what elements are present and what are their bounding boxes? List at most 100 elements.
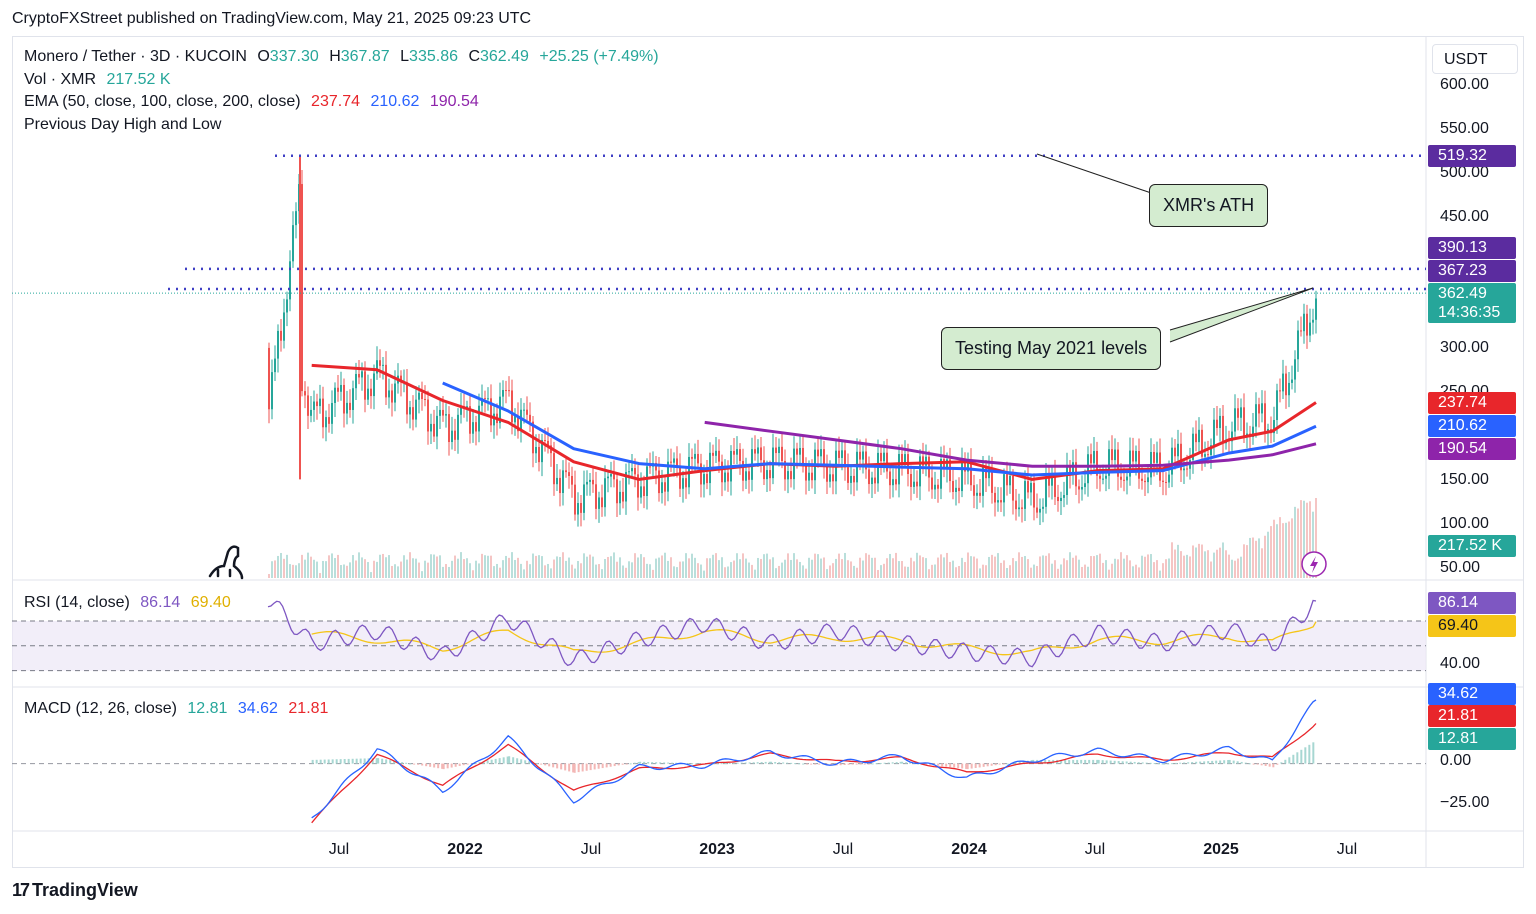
macd-hist-bar — [974, 763, 977, 768]
candle-body — [904, 454, 906, 463]
volume-bar — [646, 563, 648, 578]
macd-hist-bar — [1292, 754, 1295, 764]
macd-hist-bar — [536, 763, 539, 765]
macd-hist-bar — [572, 763, 575, 773]
volume-bar — [424, 560, 426, 578]
brand-name: TradingView — [32, 880, 138, 900]
candle-body — [487, 398, 489, 400]
price-tick: 50.00 — [1440, 559, 1481, 576]
candle-body — [670, 461, 672, 463]
macd-hist-bar — [859, 763, 862, 765]
candle-body — [394, 383, 396, 403]
volume-bar — [1126, 555, 1128, 578]
candle-body — [760, 447, 762, 461]
macd-hist-bar — [994, 763, 997, 766]
volume-bar — [1300, 500, 1302, 578]
candle-body — [823, 449, 825, 466]
volume-bar — [1222, 542, 1224, 578]
candle-body — [829, 474, 831, 482]
volume-bar — [937, 557, 939, 578]
candle-body — [643, 486, 645, 497]
candle-body — [589, 479, 591, 482]
macd-hist-bar — [1048, 759, 1051, 764]
candle-body — [1156, 452, 1158, 463]
volume-bar — [1186, 554, 1188, 578]
macd-hist-bar — [1232, 760, 1235, 764]
volume-bar — [721, 557, 723, 578]
candle-body — [628, 471, 630, 473]
candle-body — [754, 449, 756, 454]
candle-body — [307, 395, 309, 416]
candle-body — [796, 448, 798, 455]
volume-bar — [580, 563, 582, 578]
candle-body — [664, 482, 666, 492]
candle-body — [610, 473, 612, 477]
high-value: 367.87 — [340, 48, 390, 65]
macd-hist-bar — [978, 763, 981, 768]
candle-body — [940, 458, 942, 489]
candle-body — [544, 440, 546, 442]
volume-bar — [382, 553, 384, 578]
candle-body — [334, 387, 336, 403]
macd-hist-bar — [573, 763, 576, 773]
macd-hist-bar — [1199, 761, 1202, 764]
macd-hist-bar — [798, 763, 801, 765]
volume-bar — [757, 557, 759, 578]
volume-bar — [400, 561, 402, 578]
candle-body — [703, 474, 705, 485]
candle-body — [1096, 450, 1098, 476]
volume-bar — [1087, 566, 1089, 578]
macd-hist-bar — [1084, 759, 1087, 764]
ema100-line — [442, 381, 1317, 477]
macd-hist-bar — [671, 762, 674, 764]
testing-callout[interactable]: Testing May 2021 levels — [941, 327, 1162, 370]
volume-bar — [832, 563, 834, 578]
volume-bar — [385, 557, 387, 578]
volume-bar — [271, 561, 273, 578]
volume-bar — [1075, 555, 1077, 578]
currency-selector[interactable]: USDT — [1432, 44, 1518, 74]
volume-bar — [619, 557, 621, 578]
macd-hist-bar — [647, 761, 650, 764]
candle-body — [1264, 403, 1266, 433]
macd-hist-bar — [998, 763, 1001, 765]
volume-bar — [805, 568, 807, 578]
volume-bar — [1150, 554, 1152, 578]
candle-body — [1090, 454, 1092, 464]
candle-body — [1255, 404, 1257, 427]
macd-hist-bar — [732, 762, 735, 764]
candle-body — [1042, 506, 1044, 509]
candle-body — [901, 454, 903, 463]
volume-bar — [961, 557, 963, 578]
change-value: +25.25 (+7.49%) — [539, 48, 659, 65]
candle-body — [424, 398, 426, 400]
tradingview-brand[interactable]: 17 TradingView — [12, 880, 138, 901]
volume-bar — [436, 556, 438, 578]
macd-hist-bar — [695, 763, 698, 765]
macd-hist-bar — [389, 760, 392, 764]
volume-bar — [484, 555, 486, 578]
volume-bar — [574, 568, 576, 578]
candle-body — [367, 388, 369, 400]
ath-callout[interactable]: XMR's ATH — [1149, 184, 1269, 227]
volume-bar — [919, 555, 921, 578]
volume-bar — [691, 553, 693, 578]
candle-body — [535, 446, 537, 454]
volume-bar — [1012, 558, 1014, 578]
macd-hist-bar — [1161, 763, 1164, 765]
volume-bar — [1201, 544, 1203, 578]
candle-body — [889, 471, 891, 486]
macd-hist-bar — [655, 762, 658, 764]
candle-body — [976, 492, 978, 496]
macd-hist-bar — [409, 763, 412, 765]
candle-body — [1081, 486, 1083, 490]
macd-hist-bar — [905, 762, 908, 764]
volume-bar — [718, 560, 720, 578]
volume-bar — [1198, 543, 1200, 578]
macd-hist-bar — [1248, 763, 1251, 765]
volume-tag: 217.52 K — [1428, 535, 1516, 557]
volume-bar — [559, 557, 561, 578]
macd-hist-bar — [548, 763, 551, 767]
macd-hist-bar — [315, 759, 318, 764]
